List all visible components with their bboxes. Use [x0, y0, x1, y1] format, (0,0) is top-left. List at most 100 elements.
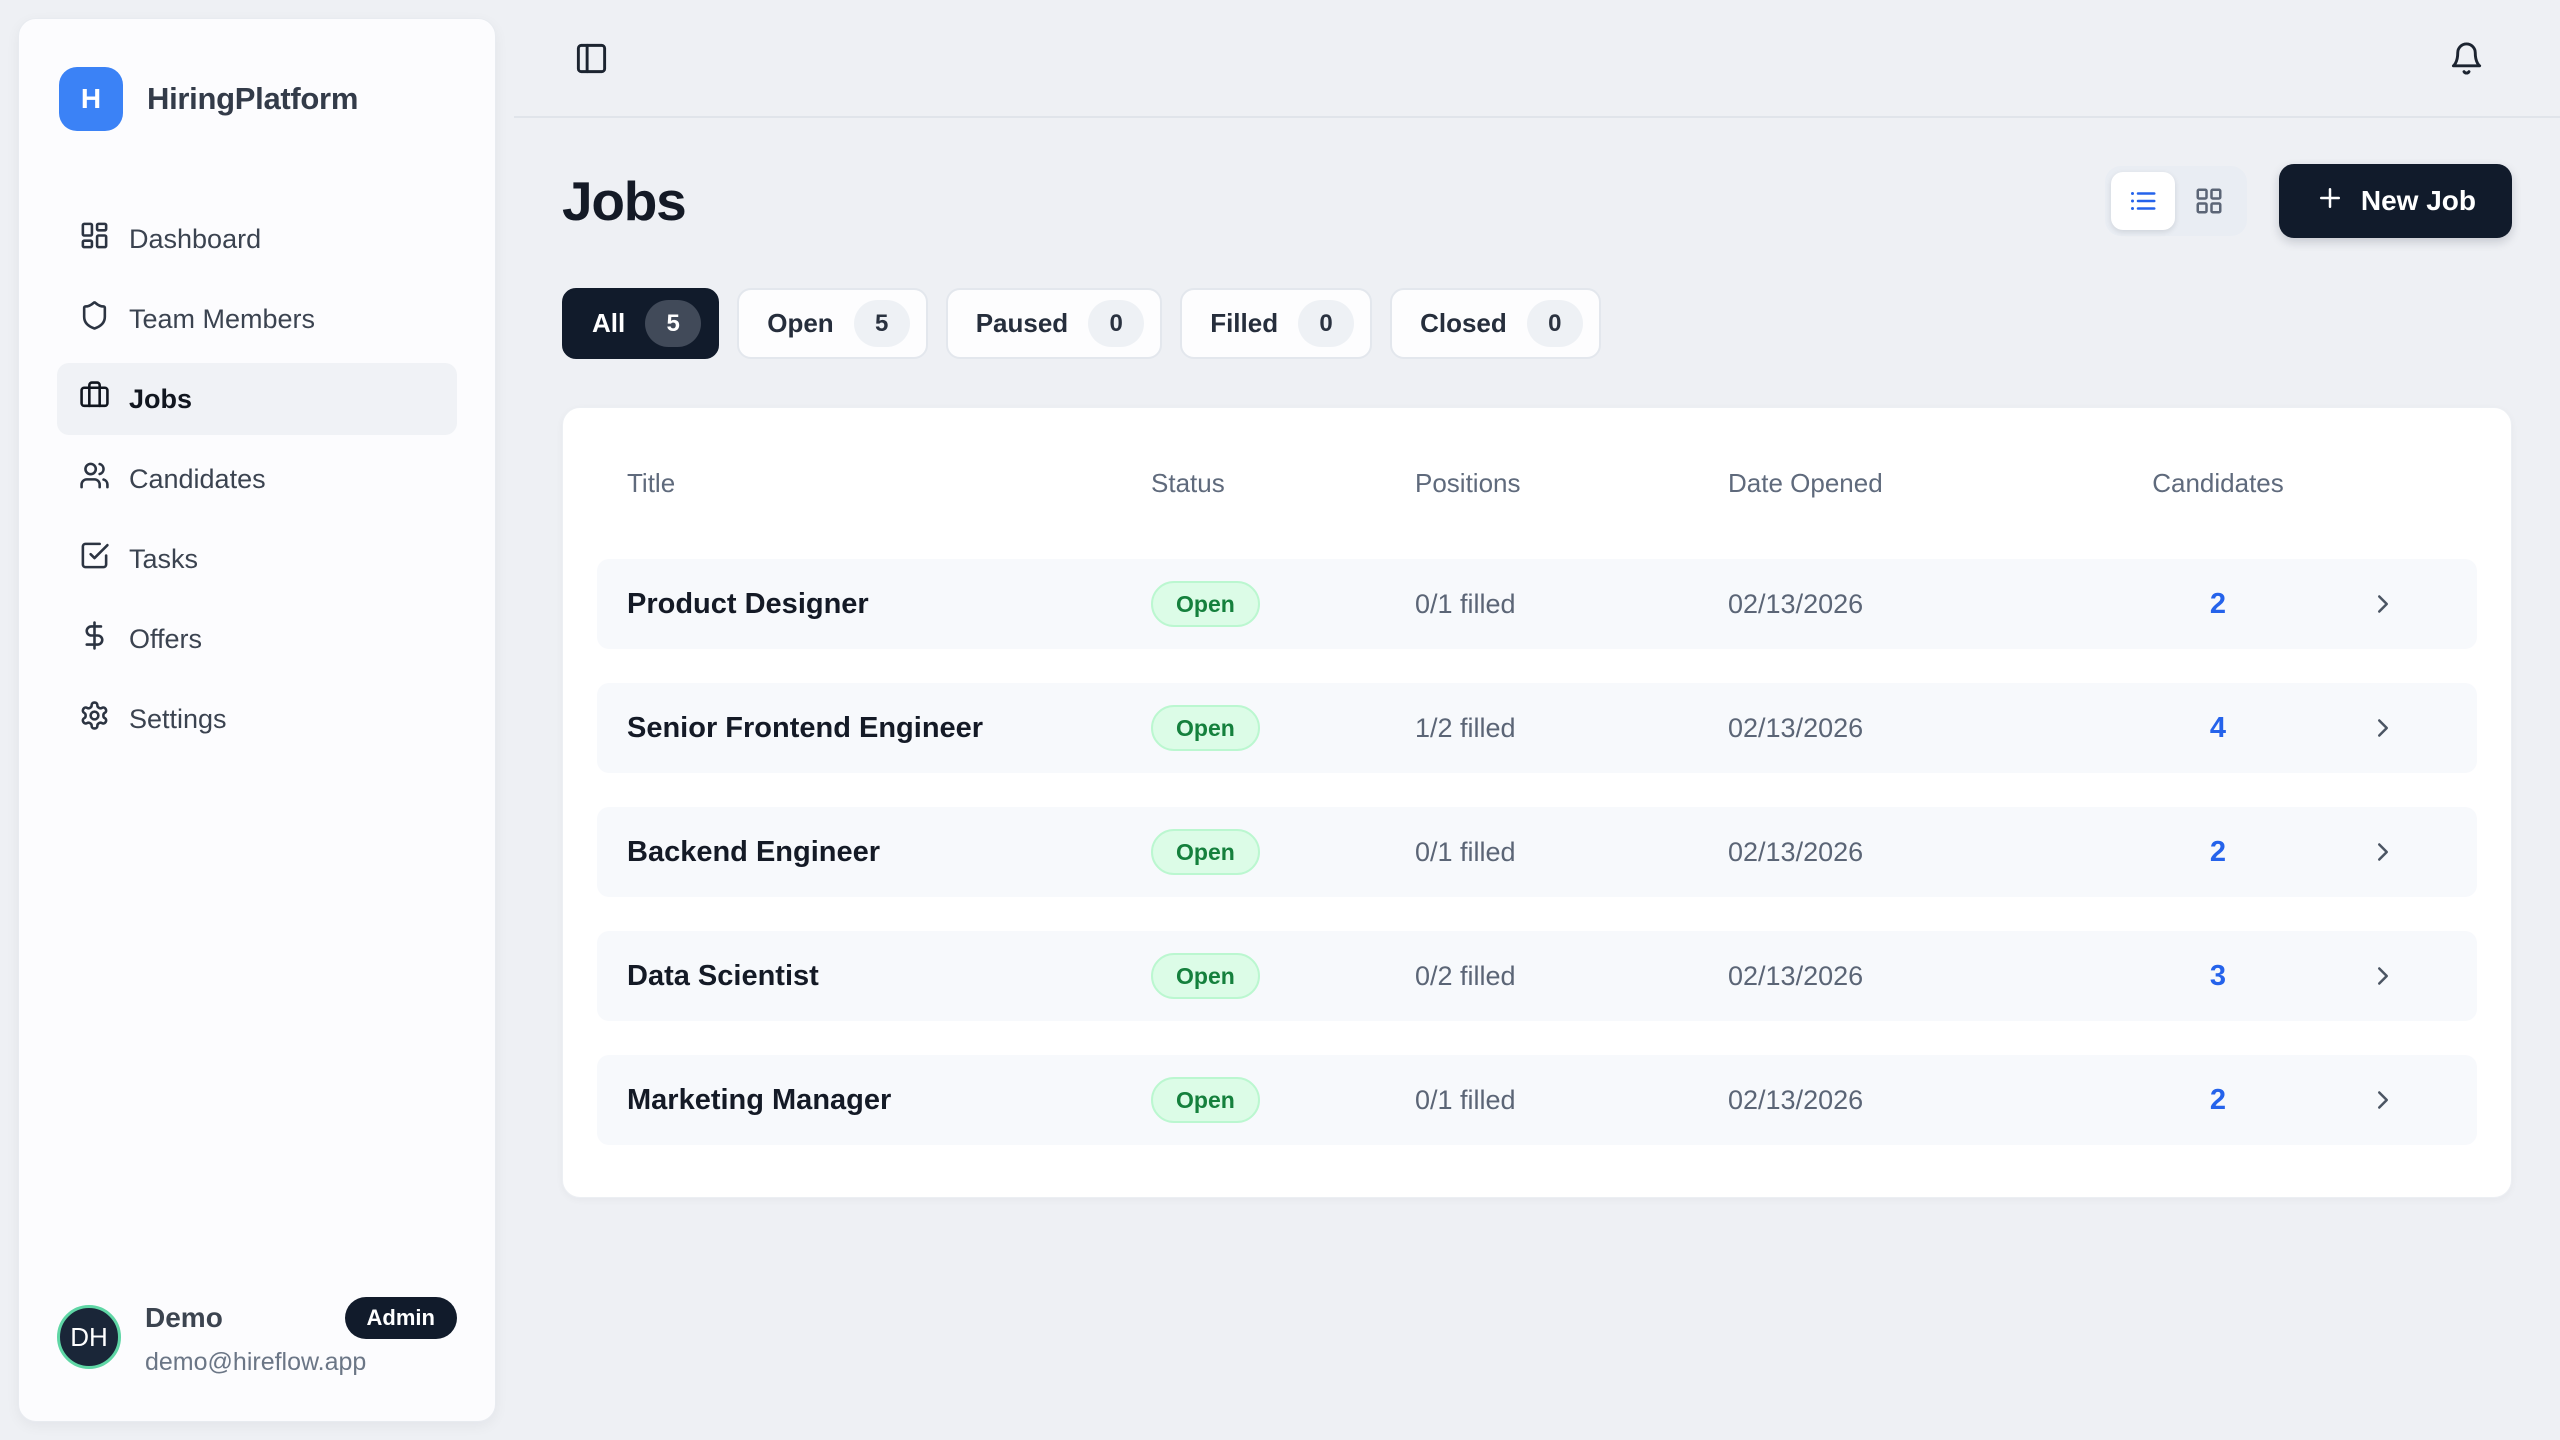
- notifications-button[interactable]: [2449, 41, 2484, 76]
- chevron-right-icon[interactable]: [2318, 837, 2447, 867]
- task-check-icon: [79, 540, 110, 578]
- sidebar-item-label: Team Members: [129, 303, 316, 334]
- head-controls: New Job: [2104, 164, 2512, 238]
- table-row[interactable]: Data Scientist Open 0/2 filled 02/13/202…: [597, 931, 2477, 1021]
- column-header-candidates: Candidates: [2152, 468, 2284, 498]
- briefcase-icon: [79, 380, 110, 418]
- filter-tab-filled[interactable]: Filled 0: [1180, 288, 1373, 359]
- sidebar-item-offers[interactable]: Offers: [57, 603, 457, 675]
- sidebar-item-label: Settings: [129, 703, 227, 734]
- filter-tab-paused[interactable]: Paused 0: [945, 288, 1163, 359]
- job-status-cell: Open: [1151, 705, 1415, 751]
- chevron-right-icon[interactable]: [2318, 713, 2447, 743]
- job-status-cell: Open: [1151, 581, 1415, 627]
- job-positions-cell: 0/1 filled: [1415, 836, 1516, 867]
- table-row[interactable]: Senior Frontend Engineer Open 1/2 filled…: [597, 683, 2477, 773]
- filter-tab-count: 5: [645, 300, 702, 347]
- job-date-cell: 02/13/2026: [1728, 836, 1864, 867]
- role-badge: Admin: [344, 1297, 457, 1339]
- filter-tab-open[interactable]: Open 5: [737, 288, 928, 359]
- gear-icon: [79, 700, 110, 738]
- main-area: Jobs New Job All 5 Open 5 Paused 0 Fille…: [514, 0, 2560, 1440]
- topbar: [514, 0, 2560, 118]
- user-email: demo@hireflow.app: [145, 1348, 367, 1376]
- sidebar-item-label: Candidates: [129, 463, 266, 494]
- brand: H HiringPlatform: [19, 19, 495, 131]
- job-date-cell: 02/13/2026: [1728, 712, 1864, 743]
- job-status-cell: Open: [1151, 829, 1415, 875]
- job-candidates-link[interactable]: 2: [2209, 1083, 2227, 1116]
- filter-tab-count: 0: [1298, 300, 1355, 347]
- page-title: Jobs: [562, 170, 687, 232]
- sidebar-nav: Dashboard Team Members Jobs Candidates T…: [19, 203, 495, 755]
- filter-tab-count: 0: [1088, 300, 1145, 347]
- content: Jobs New Job All 5 Open 5 Paused 0 Fille…: [514, 164, 2560, 1198]
- chevron-right-icon[interactable]: [2318, 1085, 2447, 1115]
- sidebar-item-candidates[interactable]: Candidates: [57, 443, 457, 515]
- job-candidates-link[interactable]: 2: [2209, 835, 2227, 868]
- job-positions-cell: 0/1 filled: [1415, 588, 1516, 619]
- filter-tab-label: Open: [767, 308, 834, 338]
- column-header-date-opened: Date Opened: [1728, 468, 1883, 498]
- table-header-row: Title Status Positions Date Opened Candidate…: [597, 468, 2477, 499]
- table-row[interactable]: Product Designer Open 0/1 filled 02/13/2…: [597, 559, 2477, 649]
- column-header-positions: Positions: [1415, 468, 1521, 498]
- job-positions-cell: 0/1 filled: [1415, 1084, 1516, 1115]
- dollar-icon: [79, 620, 110, 658]
- view-toggle: [2104, 166, 2247, 236]
- filter-tab-label: Filled: [1210, 308, 1279, 338]
- sidebar: H HiringPlatform Dashboard Team Members …: [18, 18, 496, 1422]
- job-candidates-link[interactable]: 3: [2209, 959, 2227, 992]
- filter-tab-label: Closed: [1420, 308, 1507, 338]
- plus-icon: [2315, 183, 2345, 220]
- sidebar-item-team-members[interactable]: Team Members: [57, 283, 457, 355]
- list-view-icon: [2130, 192, 2156, 210]
- filter-tab-all[interactable]: All 5: [562, 288, 720, 359]
- sidebar-item-dashboard[interactable]: Dashboard: [57, 203, 457, 275]
- list-view-button[interactable]: [2110, 172, 2175, 230]
- sidebar-item-label: Dashboard: [129, 223, 262, 254]
- job-positions-cell: 1/2 filled: [1415, 712, 1516, 743]
- panel-left-icon: [576, 43, 607, 73]
- user-name: Demo: [145, 1302, 223, 1333]
- shield-icon: [79, 300, 110, 338]
- sidebar-item-jobs[interactable]: Jobs: [57, 363, 457, 435]
- filter-tab-count: 0: [1526, 300, 1583, 347]
- job-positions-cell: 0/2 filled: [1415, 960, 1516, 991]
- job-title-cell: Product Designer: [627, 587, 869, 620]
- table-row[interactable]: Backend Engineer Open 0/1 filled 02/13/2…: [597, 807, 2477, 897]
- grid-view-button[interactable]: [2177, 172, 2241, 230]
- job-title-cell: Senior Frontend Engineer: [627, 711, 984, 744]
- status-badge: Open: [1151, 1077, 1260, 1123]
- filter-tab-label: Paused: [975, 308, 1069, 338]
- user-card[interactable]: DH Demo Admin demo@hireflow.app: [19, 1261, 495, 1421]
- sidebar-item-settings[interactable]: Settings: [57, 683, 457, 755]
- status-badge: Open: [1151, 829, 1260, 875]
- sidebar-item-label: Tasks: [129, 543, 199, 574]
- table-row[interactable]: Marketing Manager Open 0/1 filled 02/13/…: [597, 1055, 2477, 1145]
- filter-tab-label: All: [592, 308, 626, 338]
- job-candidates-link[interactable]: 2: [2209, 587, 2227, 620]
- column-header-title: Title: [627, 468, 676, 498]
- new-job-button[interactable]: New Job: [2278, 164, 2512, 238]
- brand-logo-icon: H: [59, 67, 123, 131]
- grid-view-icon: [2196, 188, 2222, 214]
- avatar: DH: [57, 1305, 121, 1369]
- filter-tab-closed[interactable]: Closed 0: [1390, 288, 1601, 359]
- sidebar-toggle-button[interactable]: [574, 41, 609, 76]
- job-status-cell: Open: [1151, 1077, 1415, 1123]
- job-title-cell: Backend Engineer: [627, 835, 881, 868]
- sidebar-item-label: Jobs: [129, 383, 193, 414]
- brand-name: HiringPlatform: [147, 81, 359, 116]
- chevron-right-icon[interactable]: [2318, 961, 2447, 991]
- job-candidates-link[interactable]: 4: [2209, 711, 2227, 744]
- sidebar-item-tasks[interactable]: Tasks: [57, 523, 457, 595]
- sidebar-item-label: Offers: [129, 623, 203, 654]
- new-job-label: New Job: [2360, 185, 2476, 216]
- bell-icon: [2451, 41, 2482, 74]
- chevron-right-icon[interactable]: [2318, 589, 2447, 619]
- job-date-cell: 02/13/2026: [1728, 588, 1864, 619]
- job-title-cell: Data Scientist: [627, 959, 819, 992]
- user-meta: Demo Admin demo@hireflow.app: [145, 1297, 457, 1377]
- dashboard-icon: [79, 220, 110, 258]
